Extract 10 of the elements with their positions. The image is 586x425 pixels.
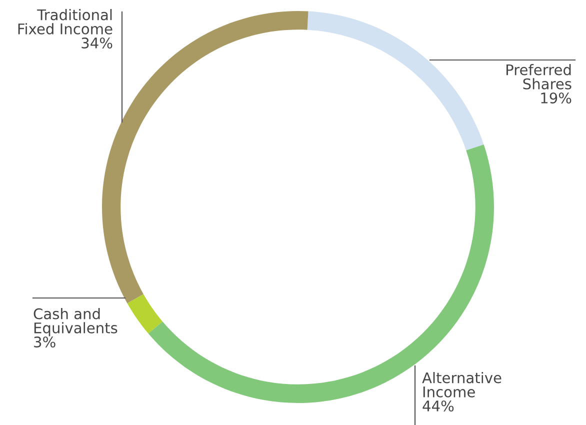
- slice-label: Traditional Fixed Income: [18, 9, 112, 34]
- data-label: 3%: [34, 336, 56, 348]
- data-label: 44%: [422, 400, 454, 412]
- data-label: 19%: [541, 92, 572, 104]
- slice-label: Preferred Shares: [506, 64, 572, 90]
- donut-slice: [127, 294, 163, 334]
- donut-slice: [307, 11, 484, 150]
- data-label: 34%: [82, 37, 112, 49]
- slice-label: Cash and Equivalents: [34, 308, 118, 336]
- slice-label: Alternative Income: [422, 372, 502, 398]
